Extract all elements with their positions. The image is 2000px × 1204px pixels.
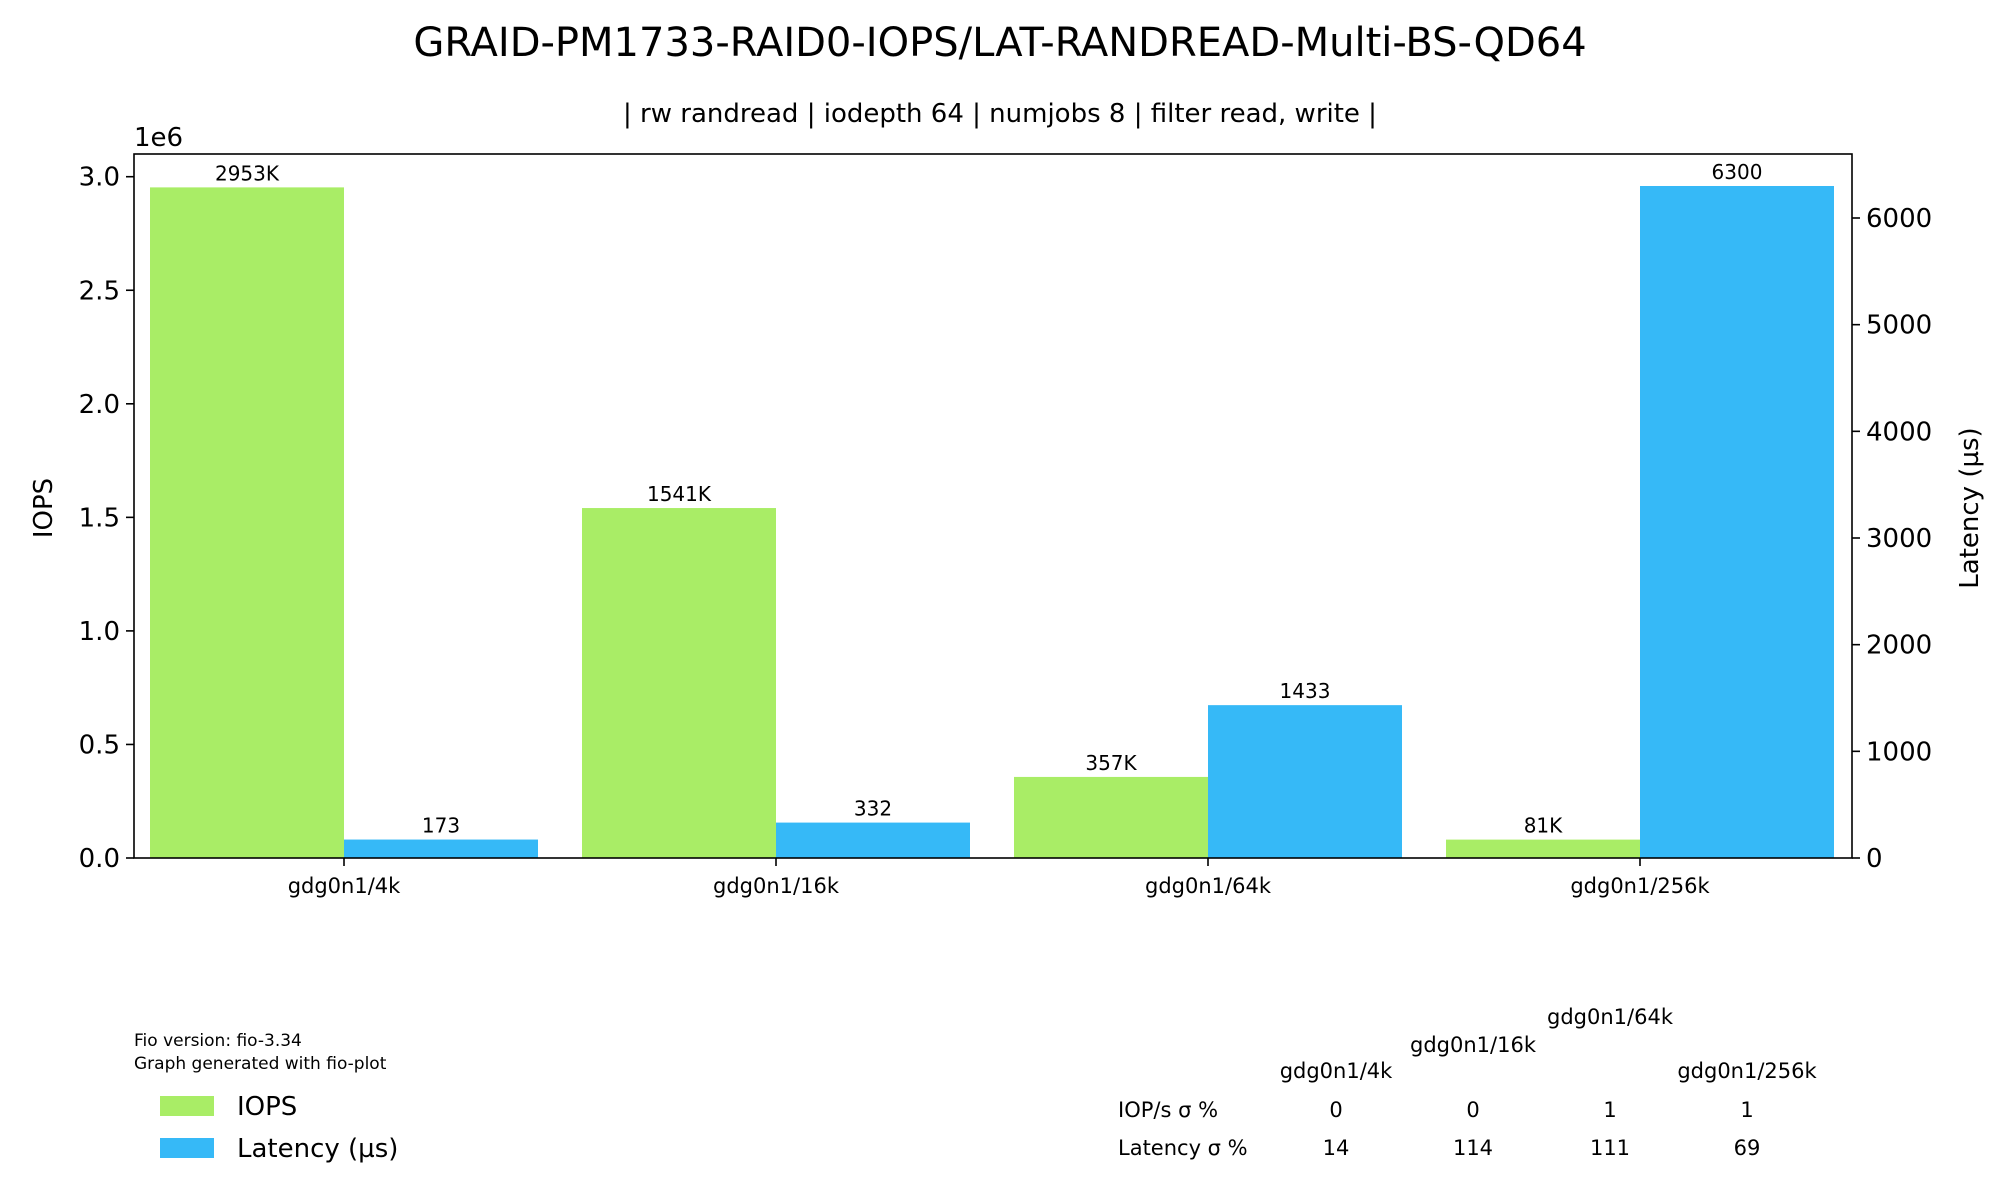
table-cell-1-3: 69 — [1734, 1136, 1761, 1160]
table-cell-0-1: 0 — [1466, 1098, 1479, 1122]
y-axis-label: IOPS — [29, 478, 59, 538]
table-cell-1-2: 111 — [1590, 1136, 1630, 1160]
y-right-tick-label-6: 6000 — [1866, 204, 1932, 234]
table-cell-0-2: 1 — [1603, 1098, 1616, 1122]
y-right-tick-label-1: 1000 — [1866, 737, 1932, 767]
table-header-3: gdg0n1/256k — [1677, 1059, 1817, 1083]
stddev-table: gdg0n1/4k gdg0n1/16k gdg0n1/64k gdg0n1/256k… — [1118, 1005, 1818, 1160]
y-right-tick-label-5: 5000 — [1866, 311, 1932, 341]
y-tick-label-2: 1.0 — [79, 617, 120, 647]
table-cell-0-3: 1 — [1740, 1098, 1753, 1122]
bar-label-1-1: 332 — [854, 797, 892, 821]
x-tick-label-1: gdg0n1/16k — [713, 874, 840, 898]
legend-label-1: Latency (µs) — [237, 1134, 398, 1164]
footer-note-version: Fio version: fio-3.34 — [134, 1031, 302, 1051]
x-tick-label-0: gdg0n1/4k — [288, 874, 401, 898]
x-tick-label-3: gdg0n1/256k — [1570, 874, 1710, 898]
y-axis-right-ticks: 0 1000 2000 3000 4000 5000 6000 — [1852, 204, 1932, 874]
table-header-1: gdg0n1/16k — [1410, 1033, 1537, 1057]
bar-label-1-2: 1433 — [1280, 679, 1331, 703]
y-right-tick-label-2: 2000 — [1866, 631, 1932, 661]
bar-label-1-0: 173 — [422, 814, 460, 838]
x-axis-ticks: gdg0n1/4k gdg0n1/16k gdg0n1/64k gdg0n1/256k — [288, 858, 1711, 898]
table-cell-0-0: 0 — [1329, 1098, 1342, 1122]
bar-iops-1 — [582, 508, 776, 858]
bar-iops-2 — [1014, 776, 1208, 858]
bar-label-0-3: 81K — [1524, 814, 1563, 838]
table-cell-1-0: 14 — [1323, 1136, 1350, 1160]
bars-layer — [150, 186, 1834, 858]
footer-note-generator: Graph generated with fio-plot — [134, 1054, 387, 1074]
chart-subtitle: | rw randread | iodepth 64 | numjobs 8 |… — [623, 99, 1377, 129]
y-right-tick-label-3: 3000 — [1866, 524, 1932, 554]
y-tick-label-6: 3.0 — [79, 163, 120, 193]
table-cell-1-1: 114 — [1453, 1136, 1493, 1160]
legend: IOPS Latency (µs) — [160, 1092, 398, 1164]
legend-label-0: IOPS — [237, 1092, 297, 1122]
legend-swatch-0 — [160, 1096, 214, 1116]
table-header-0: gdg0n1/4k — [1280, 1059, 1393, 1083]
table-header-2: gdg0n1/64k — [1547, 1005, 1674, 1029]
chart-title: GRAID-PM1733-RAID0-IOPS/LAT-RANDREAD-Mul… — [413, 20, 1586, 66]
bar-latency-s-1 — [776, 822, 970, 858]
y-tick-label-4: 2.0 — [79, 390, 120, 420]
y-axis-offset-label: 1e6 — [134, 123, 183, 153]
y-tick-label-0: 0.0 — [79, 844, 120, 874]
y-tick-label-1: 0.5 — [79, 730, 120, 760]
bar-labels-layer: 2953K 173 1541K 332 357K 1433 81K 6300 — [215, 160, 1762, 838]
table-row-label-1: Latency σ % — [1118, 1136, 1248, 1160]
y-axis-right-label: Latency (µs) — [1955, 427, 1985, 588]
legend-swatch-1 — [160, 1138, 214, 1158]
bar-iops-3 — [1446, 839, 1640, 858]
bar-latency-s-0 — [344, 839, 538, 858]
y-right-tick-label-4: 4000 — [1866, 417, 1932, 447]
bar-label-0-2: 357K — [1085, 751, 1137, 775]
bar-latency-s-3 — [1640, 186, 1834, 858]
table-row-label-0: IOP/s σ % — [1118, 1098, 1218, 1122]
x-tick-label-2: gdg0n1/64k — [1145, 874, 1272, 898]
y-tick-label-5: 2.5 — [79, 276, 120, 306]
bar-latency-s-2 — [1208, 705, 1402, 858]
y-right-tick-label-0: 0 — [1866, 844, 1883, 874]
bar-label-1-3: 6300 — [1712, 160, 1763, 184]
bar-iops-0 — [150, 187, 344, 858]
plot-frame — [133, 153, 1853, 859]
bar-label-0-1: 1541K — [647, 482, 712, 506]
y-tick-label-3: 1.5 — [79, 503, 120, 533]
y-axis-left-ticks: 0.0 0.5 1.0 1.5 2.0 2.5 3.0 — [79, 163, 134, 874]
bar-label-0-0: 2953K — [215, 161, 280, 185]
